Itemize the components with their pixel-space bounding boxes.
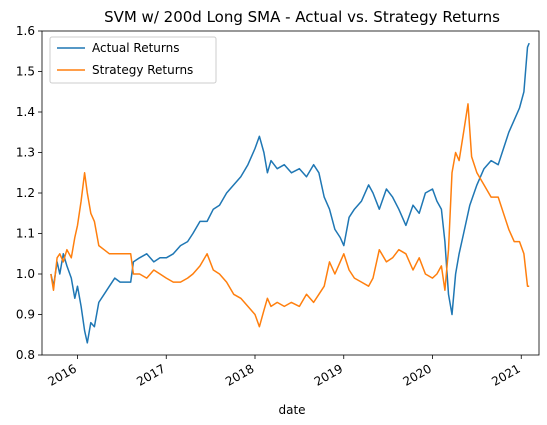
x-tick-label: 2021	[489, 361, 522, 388]
series-line-actual-returns	[50, 42, 530, 344]
plot-lines	[50, 42, 530, 344]
chart-title: SVM w/ 200d Long SMA - Actual vs. Strate…	[104, 8, 500, 26]
y-tick-label: 1.4	[16, 105, 35, 119]
y-axis: 0.8 0.9 1.0 1.1 1.2 1.3 1.4 1.5 1.6	[16, 24, 42, 362]
x-tick-label: 2018	[223, 361, 256, 388]
y-tick-label: 1.5	[16, 65, 35, 79]
legend-box	[49, 36, 217, 84]
y-tick-label: 1.6	[16, 24, 35, 38]
y-tick-label: 1.3	[16, 146, 35, 160]
y-tick-label: 0.8	[16, 348, 35, 362]
legend-label-strategy-returns: Strategy Returns	[92, 63, 193, 77]
legend-label-actual-returns: Actual Returns	[92, 41, 179, 55]
y-tick-label: 1.2	[16, 186, 35, 200]
y-tick-label: 0.9	[16, 308, 35, 322]
y-tick-label: 1.1	[16, 227, 35, 241]
x-tick-label: 2020	[401, 361, 434, 388]
legend: Actual Returns Strategy Returns	[49, 36, 217, 84]
x-axis-label: date	[278, 403, 305, 417]
y-tick-label: 1.0	[16, 267, 35, 281]
x-axis: 2016 2017 2018 2019 2020 2021	[46, 355, 523, 389]
x-tick-label: 2019	[312, 361, 345, 388]
series-line-strategy-returns	[50, 103, 530, 328]
x-tick-label: 2016	[46, 361, 79, 388]
x-tick-label: 2017	[134, 361, 167, 388]
